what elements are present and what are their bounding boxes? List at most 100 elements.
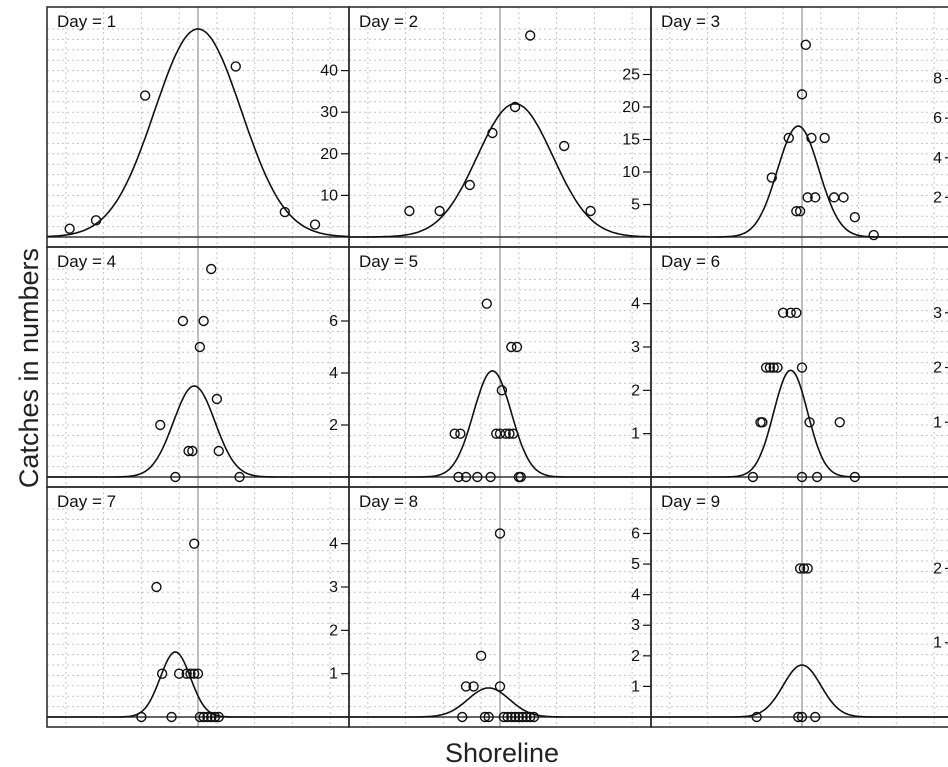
data-point — [309, 219, 321, 230]
data-point — [802, 192, 813, 203]
data-point — [173, 668, 185, 679]
data-point — [513, 711, 525, 723]
data-point — [434, 205, 445, 217]
y-tick-label: 3 — [329, 579, 338, 596]
data-point — [849, 211, 861, 223]
y-tick-label: 4 — [631, 587, 640, 604]
y-tick-label: 3 — [933, 305, 942, 322]
data-point — [494, 528, 506, 539]
data-point — [279, 206, 291, 218]
data-point — [785, 307, 796, 318]
data-point — [810, 711, 821, 723]
data-point — [230, 61, 241, 72]
data-point — [460, 471, 472, 483]
data-point — [804, 417, 815, 428]
y-tick-label: 1 — [933, 414, 942, 431]
data-point — [151, 581, 162, 593]
data-point — [764, 362, 776, 373]
data-point — [234, 471, 245, 483]
data-point — [783, 132, 794, 144]
data-point — [64, 223, 75, 234]
data-point — [834, 417, 845, 428]
panel-4: 2 4 6 Day = 4 — [46, 246, 350, 488]
data-point — [202, 711, 213, 723]
data-point — [506, 341, 517, 353]
data-point — [453, 471, 464, 483]
data-point — [472, 471, 483, 483]
y-tick-label: 1 — [631, 426, 640, 443]
data-point — [508, 428, 519, 439]
data-point — [772, 362, 783, 373]
y-tick-label: 1 — [329, 666, 338, 683]
data-point — [794, 563, 806, 574]
data-point — [494, 681, 506, 692]
fitted-curve — [651, 664, 948, 718]
data-point — [170, 471, 181, 483]
data-point — [521, 711, 532, 723]
data-point — [213, 711, 224, 723]
fitted-curve — [47, 651, 349, 718]
data-point — [187, 445, 198, 457]
data-point — [511, 341, 523, 353]
y-tick-label: 6 — [631, 525, 640, 542]
panel-label: Day = 3 — [661, 12, 720, 31]
data-point — [504, 428, 515, 439]
data-point — [747, 471, 759, 483]
data-point — [768, 362, 779, 373]
data-point — [806, 132, 817, 144]
panel-label: Day = 5 — [359, 252, 418, 271]
fitted-curve — [651, 125, 948, 238]
data-point — [460, 681, 472, 692]
data-point — [766, 172, 777, 183]
panel-label: Day = 6 — [661, 252, 720, 271]
panel-frame — [650, 486, 948, 728]
data-point — [483, 711, 494, 723]
data-point — [558, 140, 570, 152]
panel-1: 10 20 30 40 Day = 1 — [46, 6, 350, 248]
y-tick-label: 15 — [622, 132, 640, 149]
y-tick-label: 20 — [622, 99, 640, 116]
panel-8: 1 2 3 4 5 6 Day = 8 — [348, 486, 652, 728]
data-point — [794, 206, 806, 217]
data-point — [811, 471, 823, 483]
data-point — [525, 30, 536, 41]
data-point — [796, 711, 808, 723]
data-point — [509, 101, 521, 113]
data-point — [194, 711, 206, 723]
data-point — [177, 315, 189, 327]
fitted-curve — [349, 102, 651, 238]
fitted-curve — [349, 687, 651, 718]
fitted-curve — [46, 28, 350, 238]
y-tick-label: 1 — [933, 635, 942, 652]
y-tick-label: 2 — [631, 382, 640, 399]
y-tick-label: 40 — [320, 63, 338, 80]
y-tick-label: 8 — [933, 71, 942, 88]
data-point — [500, 428, 511, 439]
data-point — [468, 681, 479, 692]
data-point — [800, 39, 811, 51]
data-point — [517, 711, 528, 723]
data-point — [528, 711, 540, 723]
data-point — [796, 471, 808, 483]
data-point — [139, 90, 151, 101]
data-point — [404, 205, 415, 217]
data-point — [791, 206, 802, 217]
data-point — [751, 711, 762, 723]
data-point — [211, 393, 223, 405]
data-point — [819, 132, 830, 144]
panel-label: Day = 1 — [57, 12, 116, 31]
fitted-curve — [349, 369, 651, 478]
data-point — [209, 711, 221, 723]
y-tick-label: 1 — [631, 678, 640, 695]
y-tick-label: 5 — [631, 197, 640, 214]
data-point — [479, 711, 491, 723]
data-point — [464, 179, 475, 191]
data-point — [777, 307, 789, 318]
data-point — [189, 538, 200, 549]
data-point — [189, 668, 200, 679]
data-point — [506, 711, 517, 723]
data-point — [213, 445, 224, 457]
y-tick-label: 25 — [622, 67, 640, 84]
fitted-curve — [651, 369, 948, 478]
data-point — [90, 215, 102, 226]
